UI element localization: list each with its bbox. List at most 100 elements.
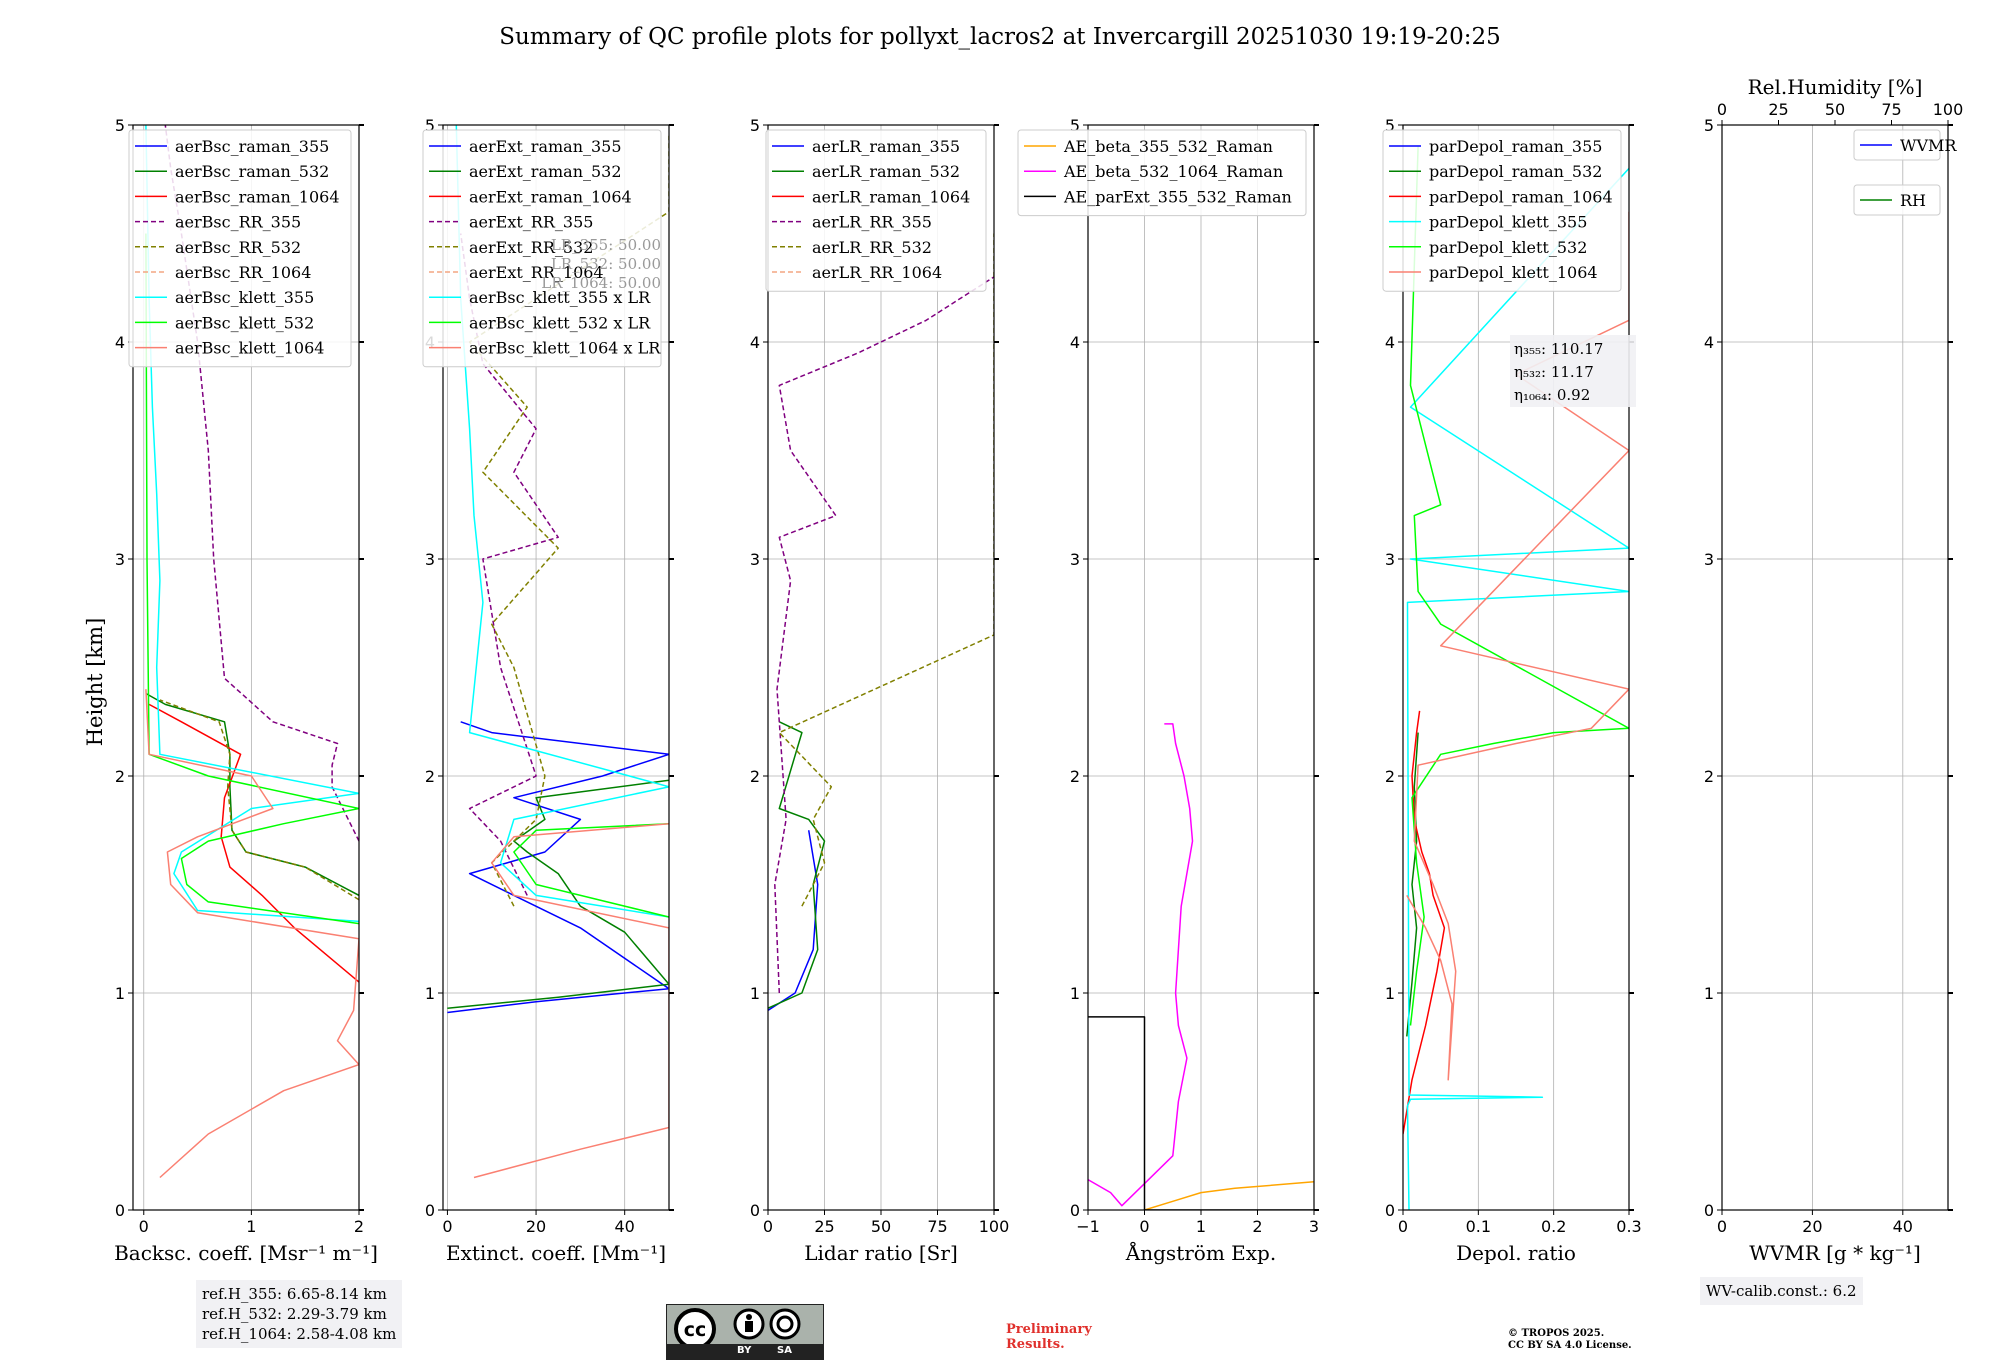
copyright-note: © TROPOS 2025. CC BY SA 4.0 License. — [1508, 1328, 1632, 1352]
figure-title: Summary of QC profile plots for pollyxt_… — [499, 24, 1500, 50]
panel-wvmr: 0 20 40012345WVMR [g * kg⁻¹]0 25 50 75 100Rel.… — [1704, 75, 1963, 1265]
legend-entry: aerBsc_RR_532 — [175, 238, 301, 257]
legend-entry: aerBsc_klett_1064 x LR — [469, 339, 661, 358]
legend-entry: parDepol_klett_532 — [1429, 238, 1587, 257]
y-tick-label: 3 — [750, 550, 760, 569]
x-tick-label: 1 — [1196, 1217, 1206, 1236]
y-tick-label: 5 — [1704, 116, 1714, 135]
y-tick-label: 0 — [115, 1201, 125, 1220]
legend-entry: AE_parExt_355_532_Raman — [1063, 187, 1292, 206]
legend-entry: aerExt_raman_532 — [469, 162, 622, 181]
y-tick-label: 1 — [750, 984, 760, 1003]
legend: WVMRRH — [1854, 130, 1957, 215]
legend-entry: AE_beta_355_532_Raman — [1063, 137, 1273, 156]
legend-entry: aerBsc_raman_355 — [175, 137, 329, 156]
series-line-aerlr-rr-532 — [779, 234, 994, 907]
y-axis-label: Height [km] — [83, 618, 107, 747]
y-tick-label: 2 — [750, 767, 760, 786]
y-tick-label: 2 — [1385, 767, 1395, 786]
preliminary-line-2: Results. — [1006, 1337, 1092, 1352]
legend-entry: aerBsc_klett_355 — [175, 288, 314, 307]
series-group — [1403, 147, 1629, 1210]
panel-depol: 0 0.1 0.2 0.3 0 1 2 3 4 5 Depol. ratio parDepol_ram… — [1383, 116, 1642, 1265]
x-tick-label: 20 — [526, 1217, 546, 1236]
legend-entry: aerLR_raman_532 — [812, 162, 960, 181]
x-tick-label: 75 — [927, 1217, 947, 1236]
y-tick-label: 3 — [115, 550, 125, 569]
x2-tick-label: 25 — [1768, 100, 1788, 119]
series-line-aerbsc-klett-1064-x-lr — [474, 824, 669, 1178]
legend-entry: aerLR_raman_355 — [812, 137, 960, 156]
legend-entry: aerBsc_klett_532 x LR — [469, 313, 651, 332]
x-tick-label: 20 — [1802, 1217, 1822, 1236]
series-line-aerlr-raman-532 — [768, 722, 825, 1008]
legend-entry: parDepol_klett_355 — [1429, 213, 1587, 232]
x-tick-label: 50 — [871, 1217, 891, 1236]
series-line-aerbsc-raman-532 — [146, 694, 359, 896]
x2-tick-label: 75 — [1881, 100, 1901, 119]
panel-lidar_ratio: 0 25 50 75 100 0 1 2 3 4 5 Lidar ratio [Sr] aerLR_ra… — [750, 116, 1009, 1265]
x-tick-label: 0 — [1398, 1217, 1408, 1236]
eta-annotation: η₅₃₂: 11.17 — [1514, 363, 1594, 381]
legend-entry: parDepol_klett_1064 — [1429, 263, 1598, 282]
panel-backscatter: 0 1 2 0 1 2 3 4 5 Backsc. coeff. [Msr⁻¹ m⁻¹] aerBs… — [114, 116, 378, 1265]
y-tick-label: 3 — [1070, 550, 1080, 569]
y-tick-label: 4 — [1070, 333, 1080, 352]
y-tick-label: 1 — [1704, 984, 1714, 1003]
x-axis-label: Lidar ratio [Sr] — [804, 1241, 958, 1265]
panel-angstrom: −1 0 1 2 3012345Ångström Exp.AE_beta_355_532… — [1018, 116, 1319, 1265]
eta-annotation: η₁₀₆₄: 0.92 — [1514, 386, 1590, 404]
legend-entry: parDepol_raman_355 — [1429, 137, 1602, 156]
x-tick-label: 0.3 — [1616, 1217, 1641, 1236]
legend-entry: aerBsc_klett_532 — [175, 313, 314, 332]
x-axis-label: WVMR [g * kg⁻¹] — [1749, 1241, 1921, 1265]
x-tick-label: 0 — [1139, 1217, 1149, 1236]
y-tick-label: 3 — [1385, 550, 1395, 569]
ref-height-532: ref.H_532: 2.29-3.79 km — [202, 1304, 396, 1324]
legend-entry: aerBsc_klett_1064 — [175, 339, 324, 358]
x-tick-label: 0 — [442, 1217, 452, 1236]
legend-entry: aerLR_raman_1064 — [812, 187, 970, 206]
svg-text:cc: cc — [684, 1319, 707, 1341]
y-tick-label: 4 — [115, 333, 125, 352]
x-axis-label: Ångström Exp. — [1125, 1240, 1276, 1265]
y-tick-label: 1 — [425, 984, 435, 1003]
series-line-ae-beta-355-532-raman — [1145, 1182, 1315, 1210]
legend-entry: parDepol_raman_532 — [1429, 162, 1602, 181]
cc-logo-icon: cc — [667, 1305, 823, 1345]
y-tick-label: 2 — [115, 767, 125, 786]
legend-entry: aerExt_RR_355 — [469, 213, 593, 232]
y-tick-label: 0 — [425, 1201, 435, 1220]
eta-annotation: η₃₅₅: 110.17 — [1514, 340, 1603, 358]
series-line-aerbsc-klett-1064 — [146, 689, 359, 1177]
series-line-aerext-raman-355 — [447, 722, 669, 1013]
y-tick-label: 0 — [1070, 1201, 1080, 1220]
x-tick-label: 0 — [139, 1217, 149, 1236]
cc-sa-label: SA — [777, 1345, 792, 1356]
x-tick-label: 25 — [814, 1217, 834, 1236]
x-tick-label: 2 — [1252, 1217, 1262, 1236]
x-tick-label: 0.2 — [1541, 1217, 1566, 1236]
y-tick-label: 0 — [750, 1201, 760, 1220]
lidar-ratio-annotation: LR_1064: 50.00 — [541, 274, 661, 292]
y-tick-label: 1 — [1385, 984, 1395, 1003]
y-tick-label: 3 — [425, 550, 435, 569]
lidar-ratio-annotation: LR_355: 50.00 — [551, 236, 661, 254]
legend-entry: aerBsc_RR_355 — [175, 213, 301, 232]
y-tick-label: 1 — [1070, 984, 1080, 1003]
legend-entry: aerExt_raman_1064 — [469, 187, 632, 206]
x2-tick-label: 50 — [1825, 100, 1845, 119]
cc-license-badge: cc BY SA — [666, 1304, 824, 1360]
axes-frame — [1722, 125, 1948, 1210]
x-tick-label: 3 — [1309, 1217, 1319, 1236]
x-tick-label: 40 — [615, 1217, 635, 1236]
ref-height-355: ref.H_355: 6.65-8.14 km — [202, 1284, 396, 1304]
x-axis-label: Extinct. coeff. [Mm⁻¹] — [446, 1241, 666, 1265]
wv-calibration-box: WV-calib.const.: 6.2 — [1700, 1277, 1863, 1305]
reference-heights-box: ref.H_355: 6.65-8.14 km ref.H_532: 2.29-… — [196, 1280, 402, 1348]
series-line-aerbsc-klett-532-x-lr — [514, 824, 669, 917]
y-tick-label: 4 — [1704, 333, 1714, 352]
x2-tick-label: 100 — [1933, 100, 1964, 119]
legend: aerBsc_raman_355 aerBsc_raman_532 aerBsc_r… — [129, 130, 351, 367]
